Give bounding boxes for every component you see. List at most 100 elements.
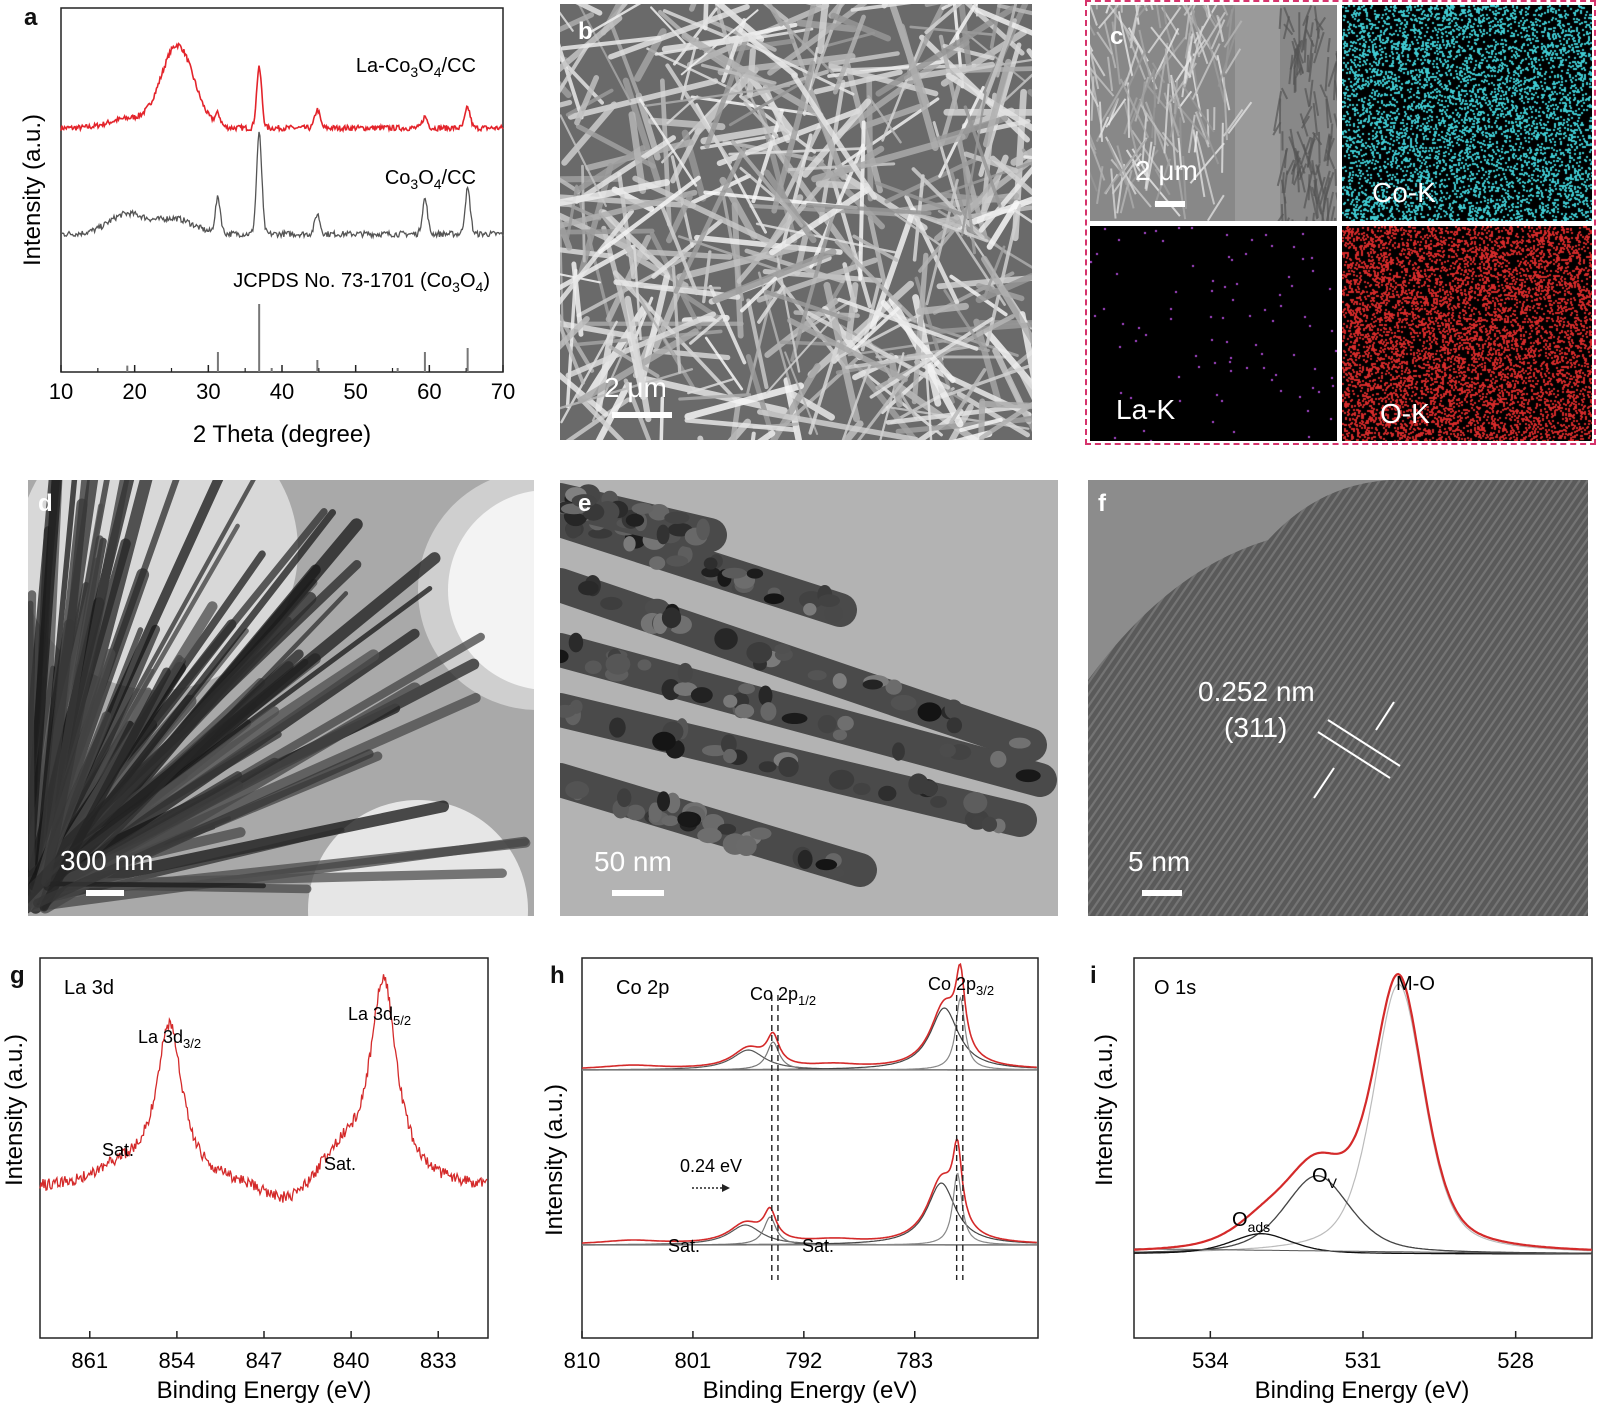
xrd-chart: 10 20 30 40 50 60 70 Intensity (a.u.) 2 Theta … [19, 7, 515, 448]
fit-component [582, 1007, 1037, 1071]
co2p-envelope [582, 962, 1037, 1069]
sat-label-2: Sat. [324, 1154, 356, 1174]
fit-component [582, 1172, 1037, 1246]
panel-label-g: g [10, 962, 25, 989]
panel-label-b: b [578, 18, 593, 45]
panel-label-c: c [1110, 23, 1124, 50]
peak-label-co12: Co 2p1/2 [750, 984, 816, 1008]
scale-text-c: 2 μm [1135, 155, 1198, 186]
series-label-co: Co3O4/CC [385, 167, 476, 192]
panel-label-f: f [1098, 490, 1106, 517]
scale-bar-d [86, 890, 124, 896]
panel-h: h 810 801 792 783 Co 2p Co 2p1/2 Co 2p3/2 0… [540, 950, 1060, 1409]
fit-oads [1134, 1233, 1592, 1255]
chart-title-h: Co 2p [616, 977, 669, 999]
panel-label-e: e [578, 490, 592, 517]
x-tick-label: 783 [896, 1348, 933, 1373]
la3d-spectrum [39, 974, 488, 1203]
scale-text-b: 2 μm [604, 372, 667, 403]
o1s-chart: 534 531 528 O 1s M-O OV Oads Intensity (a.… [1091, 957, 1593, 1404]
co-map-label: Co-K [1372, 177, 1436, 208]
x-tick-label: 20 [122, 379, 146, 404]
panel-a: a 10 20 30 40 50 60 70 Intensity (a.u.) 2 Thet… [0, 0, 530, 460]
lattice-arrow [1313, 767, 1335, 799]
o-map: O-K [1342, 226, 1592, 441]
shift-label: 0.24 eV [680, 1156, 742, 1176]
x-axis-label: 2 Theta (degree) [193, 421, 371, 448]
x-tick-label: 60 [417, 379, 441, 404]
chart-title-i: O 1s [1154, 977, 1196, 999]
x-tick-label: 30 [196, 379, 220, 404]
lattice-arrow [1375, 701, 1395, 731]
x-tick-label: 792 [785, 1348, 822, 1373]
scale-bar-b [612, 412, 672, 418]
peak-label-la52: La 3d5/2 [348, 1004, 411, 1028]
x-tick-label: 801 [675, 1348, 712, 1373]
scale-bar-c [1155, 201, 1185, 207]
x-axis-label-i: Binding Energy (eV) [1255, 1377, 1470, 1404]
eds-sem-image: c 2 μm [1090, 5, 1337, 221]
la3d-chart: 861 854 847 840 833 La 3d La 3d3/2 La 3d5/2 … [1, 957, 489, 1404]
panel-label-i: i [1090, 962, 1097, 989]
fit-component [582, 1049, 1037, 1071]
sem-image: b 2 μm [560, 4, 1032, 440]
series-label-la: La-Co3O4/CC [356, 55, 476, 80]
peak-label-ov: OV [1312, 1165, 1338, 1191]
panel-g: g 861 854 847 840 833 La 3d La 3d3/2 La 3d5/… [0, 950, 520, 1409]
x-tick-label: 40 [270, 379, 294, 404]
lattice-plane-label: (311) [1224, 712, 1288, 743]
panel-c: c 2 μm Co-K La-K O-K [1085, 0, 1596, 445]
la-map-label: La-K [1116, 394, 1176, 425]
x-tick-label: 70 [491, 379, 515, 404]
co2p-envelope [582, 1137, 1037, 1244]
fit-component [582, 996, 1037, 1071]
xrd-series-line [60, 131, 504, 240]
panel-label-a: a [24, 4, 38, 31]
sat-label-h1: Sat. [668, 1236, 700, 1256]
o-map-label: O-K [1380, 398, 1430, 429]
y-axis-label-i: Intensity (a.u.) [1091, 1034, 1118, 1186]
co2p-chart: 810 801 792 783 Co 2p Co 2p1/2 Co 2p3/2 0.2… [541, 957, 1039, 1404]
x-axis-label-g: Binding Energy (eV) [157, 1377, 372, 1404]
y-axis-label-g: Intensity (a.u.) [1, 1034, 28, 1186]
x-tick-label: 854 [159, 1348, 196, 1373]
hrtem-image: f 0.252 nm (311) 5 nm [1088, 480, 1588, 916]
sat-label-h2: Sat. [802, 1236, 834, 1256]
fit-ov [1134, 1175, 1592, 1254]
background [1134, 1248, 1592, 1255]
x-tick-label: 528 [1497, 1348, 1534, 1373]
sat-label-1: Sat. [102, 1140, 134, 1160]
panel-label-d: d [38, 490, 53, 517]
x-tick-label: 840 [333, 1348, 370, 1373]
x-tick-label: 10 [49, 379, 73, 404]
la-map: La-K [1090, 226, 1337, 441]
x-axis-label-h: Binding Energy (eV) [703, 1377, 918, 1404]
peak-label-la32: La 3d3/2 [138, 1027, 201, 1051]
scale-text-d: 300 nm [60, 845, 154, 876]
x-tick-label: 531 [1345, 1348, 1382, 1373]
xrd-series-line [60, 42, 504, 134]
co-map: Co-K [1342, 5, 1592, 221]
lattice-spacing-label: 0.252 nm [1198, 676, 1315, 707]
x-tick-label: 847 [246, 1348, 283, 1373]
x-tick-label: 50 [343, 379, 367, 404]
scale-bar-e [612, 890, 664, 896]
peak-label-oads: Oads [1232, 1209, 1270, 1235]
scale-bar-f [1142, 890, 1182, 896]
x-tick-label: 810 [564, 1348, 601, 1373]
x-tick-label: 833 [420, 1348, 457, 1373]
panel-i: i 534 531 528 O 1s M-O OV Oads Intensity (… [1090, 950, 1600, 1409]
y-axis-label-h: Intensity (a.u.) [541, 1084, 568, 1236]
chart-title-g: La 3d [64, 977, 114, 999]
peak-label-mo: M-O [1396, 973, 1435, 995]
panel-label-h: h [550, 962, 565, 989]
fit-mo [1134, 983, 1592, 1253]
o1s-envelope [1133, 972, 1593, 1251]
reference-label: JCPDS No. 73-1701 (Co3O4) [233, 270, 490, 295]
y-axis-label: Intensity (a.u.) [19, 114, 46, 266]
tem-image-low: d 300 nm [28, 480, 534, 916]
scale-text-e: 50 nm [594, 846, 672, 877]
scale-text-f: 5 nm [1128, 846, 1191, 877]
x-tick-label: 534 [1192, 1348, 1229, 1373]
x-tick-label: 861 [71, 1348, 108, 1373]
